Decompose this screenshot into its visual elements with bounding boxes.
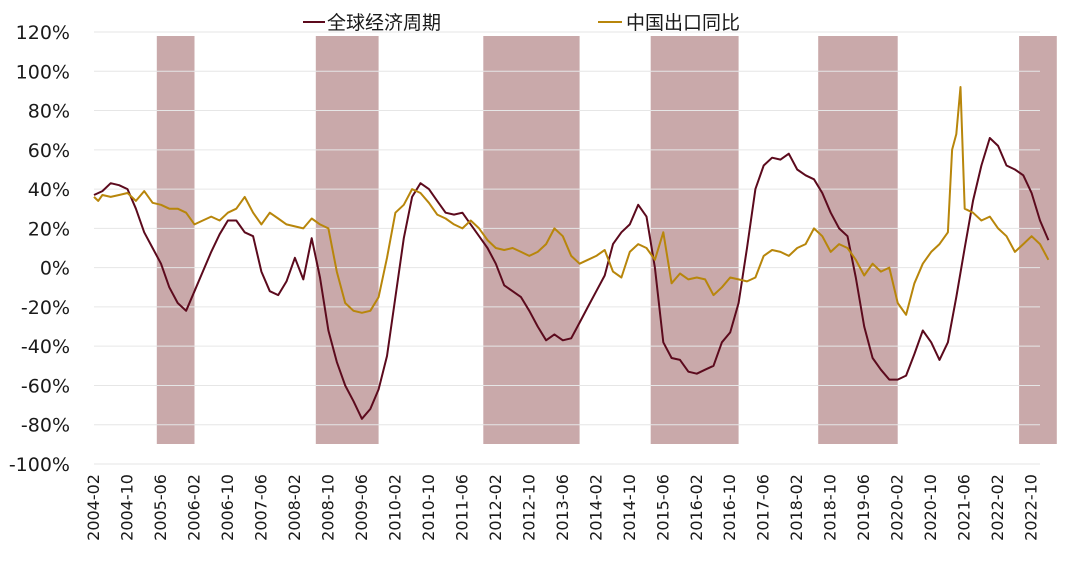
- y-axis-ticks: 120% 100% 80% 60% 40% 20% 0% -20% -40% -60% -80% -1…: [9, 22, 70, 476]
- x-tick-label: 2012-10: [519, 474, 538, 541]
- x-tick-label: 2018-02: [787, 474, 806, 541]
- y-tick-label: 80%: [28, 101, 70, 123]
- y-tick-label: 40%: [28, 179, 70, 201]
- y-tick-label: 120%: [16, 22, 70, 44]
- x-tick-label: 2007-06: [251, 474, 270, 541]
- x-tick-label: 2014-10: [620, 474, 639, 541]
- x-tick-label: 2006-10: [218, 474, 237, 541]
- y-tick-label: 0%: [40, 258, 70, 280]
- series-line-0: [93, 137, 1050, 420]
- x-tick-label: 2022-10: [1022, 474, 1041, 541]
- x-tick-label: 2012-02: [486, 474, 505, 541]
- y-tick-label: -80%: [21, 415, 70, 437]
- shaded-periods: [156, 36, 1057, 444]
- x-tick-label: 2013-06: [553, 474, 572, 541]
- x-tick-label: 2021-06: [955, 474, 974, 541]
- x-tick-label: 2015-06: [653, 474, 672, 541]
- x-tick-label: 2019-06: [854, 474, 873, 541]
- shaded-period-1: [315, 36, 379, 444]
- y-tick-label: 100%: [16, 61, 70, 83]
- y-tick-label: -20%: [21, 297, 70, 319]
- x-tick-label: 2008-02: [285, 474, 304, 541]
- shaded-period-0: [156, 36, 195, 444]
- y-tick-label: -40%: [21, 336, 70, 358]
- x-tick-label: 2016-10: [720, 474, 739, 541]
- series-lines: [93, 86, 1050, 420]
- x-tick-label: 2004-10: [118, 474, 137, 541]
- x-tick-label: 2011-06: [452, 474, 471, 541]
- legend-label-global-cycle: 全球经济周期: [327, 12, 441, 34]
- x-tick-label: 2009-06: [352, 474, 371, 541]
- x-tick-label: 2006-02: [185, 474, 204, 541]
- legend: 全球经济周期 中国出口同比: [303, 12, 740, 34]
- x-tick-label: 2008-10: [318, 474, 337, 541]
- shaded-period-4: [818, 36, 898, 444]
- x-axis-ticks: 2004-02 2004-10 2005-06 2006-02 2006-10 2007-…: [84, 474, 1041, 541]
- gridlines: [94, 31, 1040, 465]
- y-tick-label: -60%: [21, 375, 70, 397]
- x-tick-label: 2016-02: [687, 474, 706, 541]
- x-tick-label: 2018-10: [821, 474, 840, 541]
- series-line-1: [93, 86, 1050, 316]
- x-tick-label: 2005-06: [151, 474, 170, 541]
- x-tick-label: 2022-02: [988, 474, 1007, 541]
- y-tick-label: 60%: [28, 140, 70, 162]
- legend-label-china-export: 中国出口同比: [626, 12, 740, 34]
- x-tick-label: 2010-10: [419, 474, 438, 541]
- x-tick-label: 2010-02: [385, 474, 404, 541]
- x-tick-label: 2017-06: [754, 474, 773, 541]
- y-tick-label: 20%: [28, 218, 70, 240]
- x-tick-label: 2014-02: [586, 474, 605, 541]
- x-tick-label: 2020-02: [888, 474, 907, 541]
- shaded-period-5: [1019, 36, 1057, 444]
- x-tick-label: 2020-10: [921, 474, 940, 541]
- y-tick-label: -100%: [9, 454, 70, 476]
- x-tick-label: 2004-02: [84, 474, 103, 541]
